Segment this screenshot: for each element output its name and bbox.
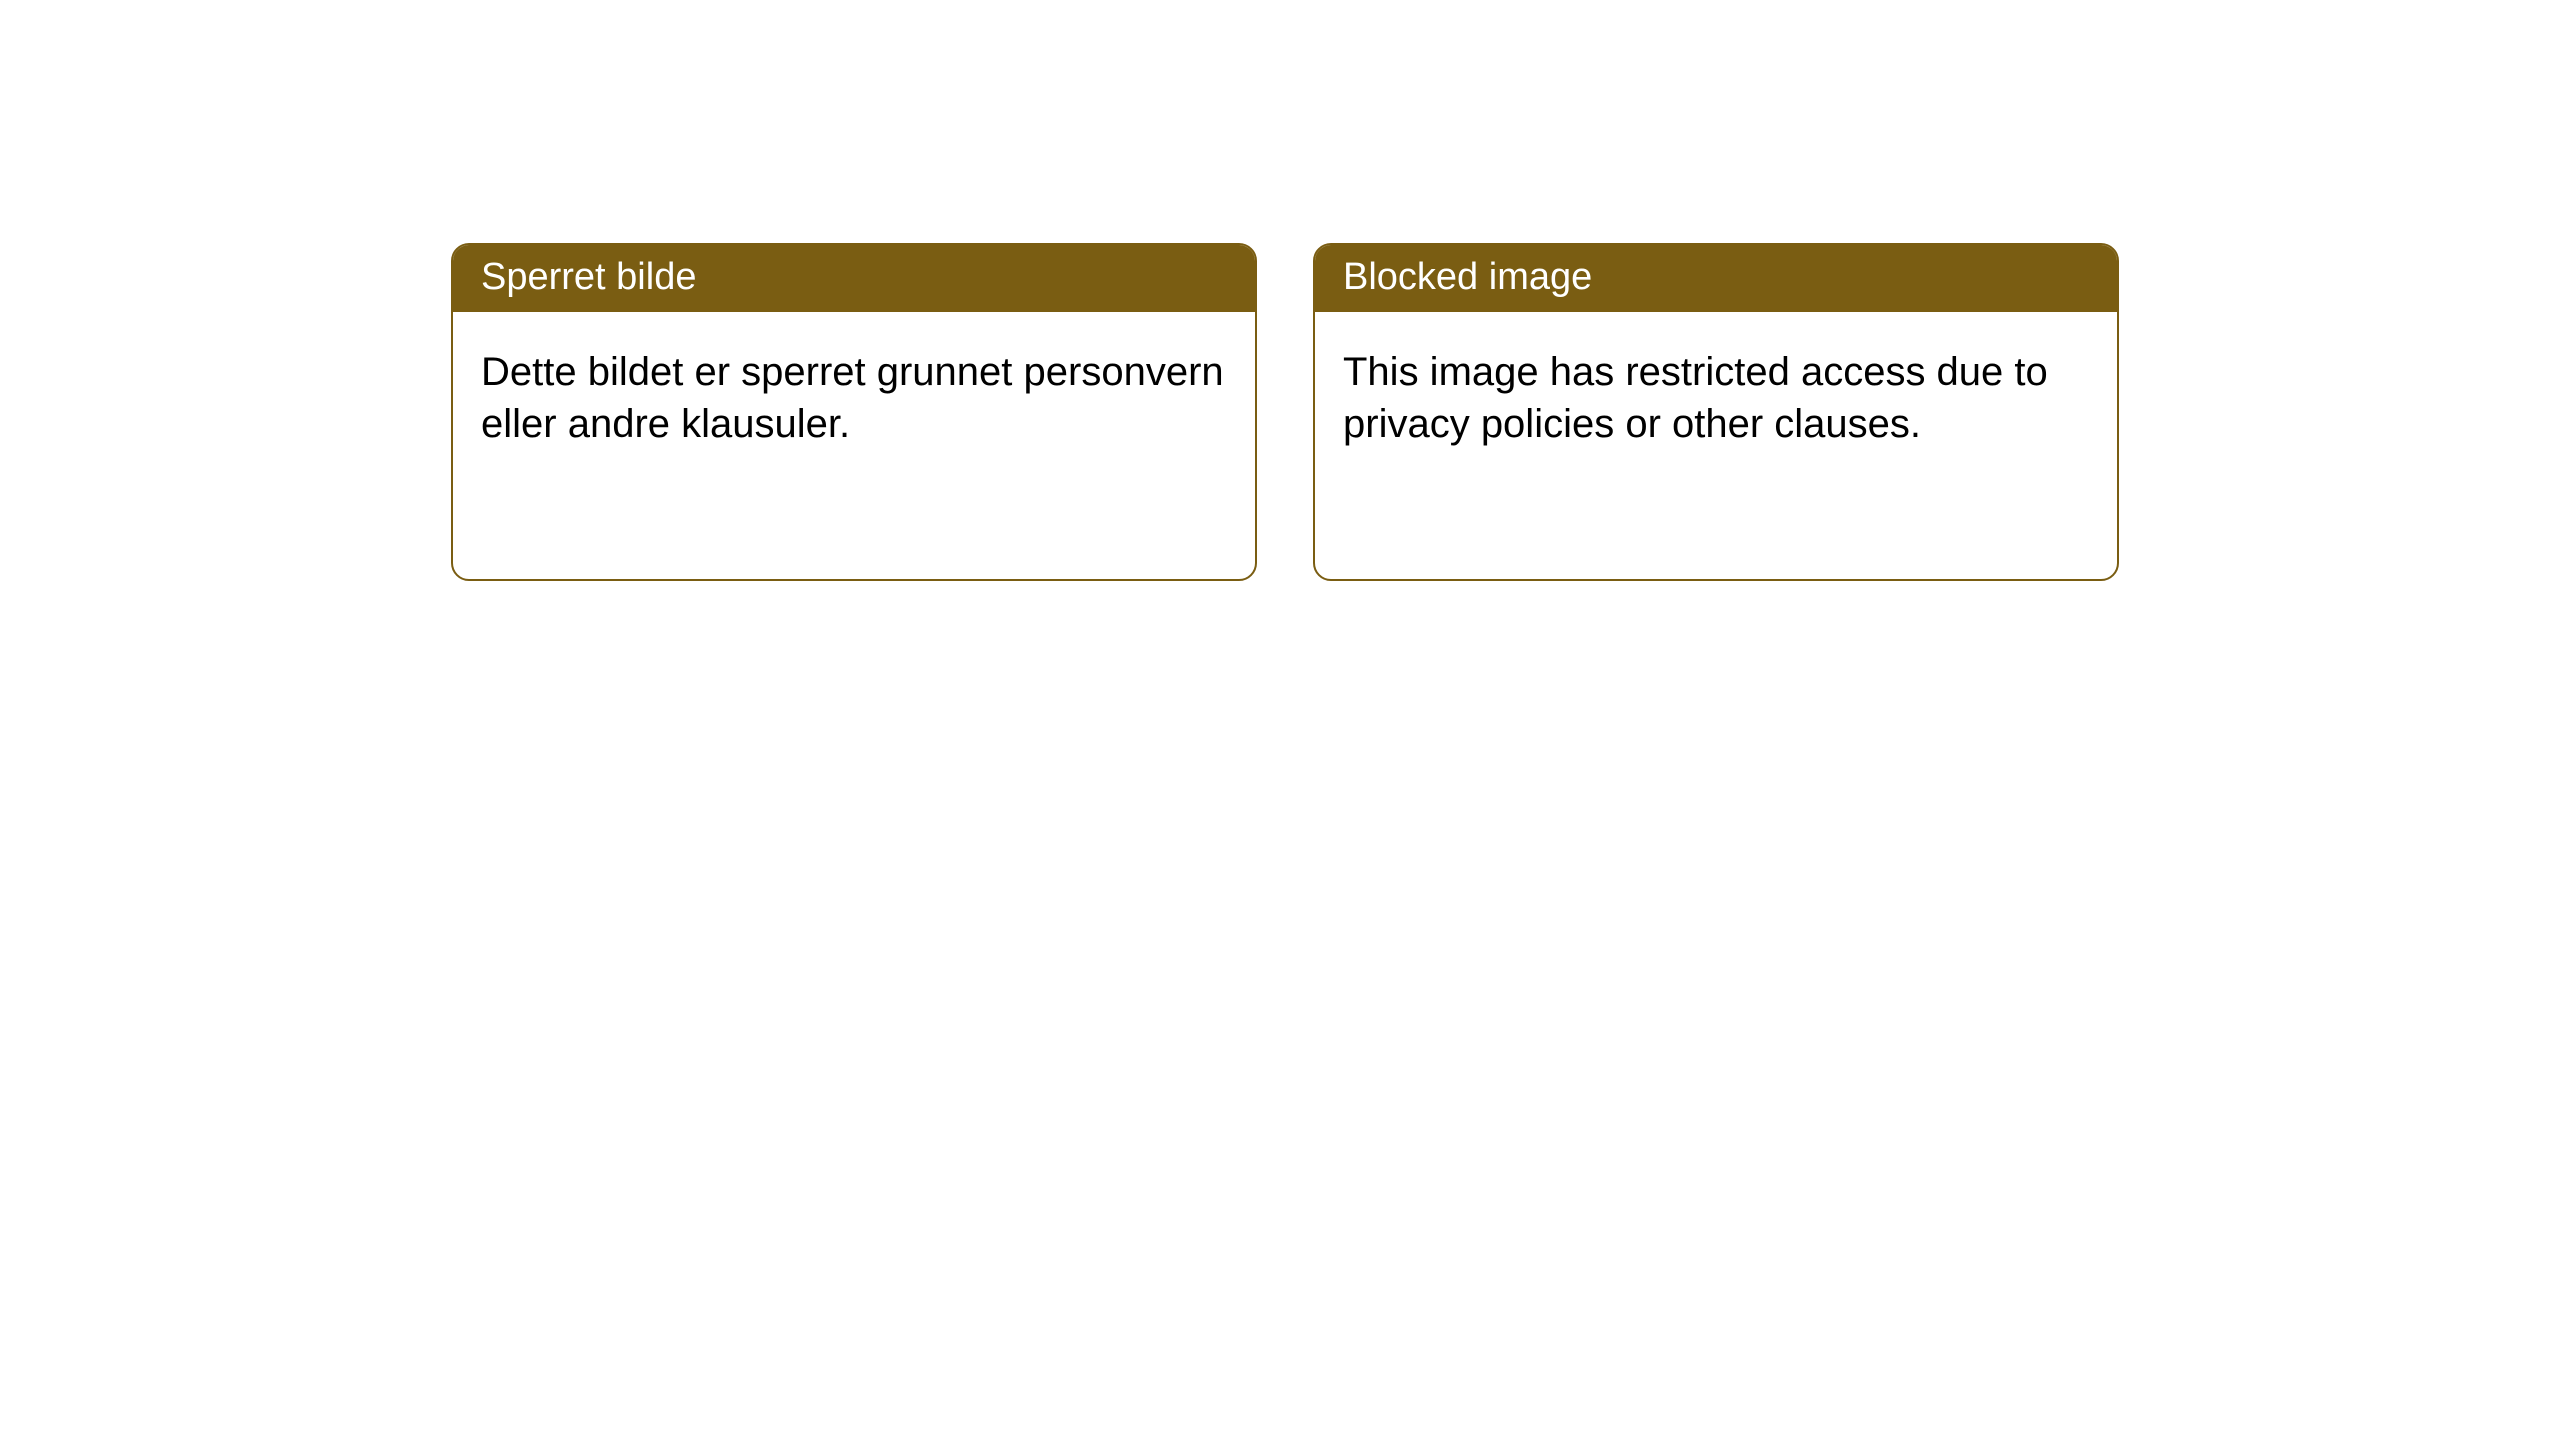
- notice-container: Sperret bilde Dette bildet er sperret gr…: [0, 0, 2560, 581]
- notice-body: This image has restricted access due to …: [1315, 312, 2117, 484]
- notice-header: Blocked image: [1315, 245, 2117, 312]
- notice-card-norwegian: Sperret bilde Dette bildet er sperret gr…: [451, 243, 1257, 581]
- notice-body: Dette bildet er sperret grunnet personve…: [453, 312, 1255, 484]
- notice-card-english: Blocked image This image has restricted …: [1313, 243, 2119, 581]
- notice-header: Sperret bilde: [453, 245, 1255, 312]
